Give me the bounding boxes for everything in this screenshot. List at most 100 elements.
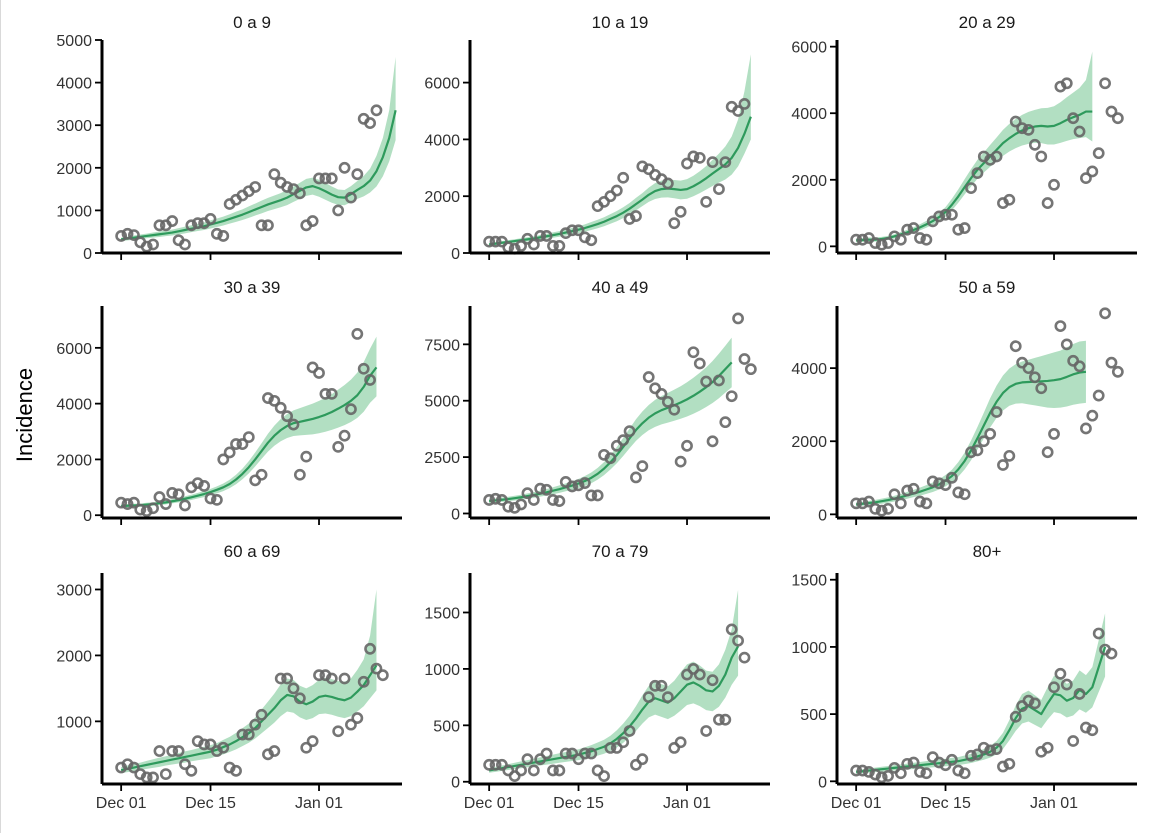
observed-point: [502, 500, 515, 513]
observed-point: [521, 753, 534, 766]
observed-point: [636, 160, 649, 173]
observed-point: [585, 234, 598, 247]
facet-panel: 80+ 0 500 1000 1500 Dec 01 Dec 15 Jan 01: [791, 542, 1137, 812]
observed-point: [249, 718, 262, 731]
observed-point: [687, 346, 700, 359]
observed-point: [351, 168, 364, 181]
observed-point: [591, 764, 604, 777]
observed-point: [319, 172, 332, 185]
observed-point: [907, 756, 920, 769]
y-tick-label: 2000: [56, 648, 92, 665]
facet-title: 50 a 59: [959, 278, 1016, 297]
observed-point: [287, 682, 300, 695]
observed-point: [997, 760, 1009, 773]
observed-point: [1009, 710, 1022, 723]
y-tick-label: 3000: [56, 582, 92, 599]
observed-point: [287, 418, 300, 431]
observed-point: [236, 438, 249, 450]
observed-point: [655, 679, 668, 692]
observed-point: [630, 210, 642, 222]
observed-point: [920, 497, 933, 510]
observed-point: [185, 219, 198, 232]
observed-point: [636, 753, 649, 766]
observed-point: [1035, 150, 1048, 163]
observed-point: [293, 692, 306, 705]
facet-panel: 60 a 69 1000 2000 3000 Dec 01 Dec 15 Jan 01: [56, 542, 402, 812]
observed-point: [566, 224, 579, 237]
observed-point: [1099, 77, 1111, 90]
observed-point: [901, 757, 914, 770]
observed-point: [534, 230, 547, 242]
observed-point: [668, 217, 681, 230]
observed-point: [939, 479, 952, 492]
observed-point: [706, 674, 719, 687]
observed-point: [515, 498, 527, 511]
observed-point: [255, 708, 268, 721]
observed-point: [1041, 197, 1054, 209]
observed-point: [661, 691, 674, 704]
observed-point: [623, 725, 636, 737]
observed-point: [958, 767, 971, 780]
y-tick-label: 500: [433, 718, 460, 735]
observed-point: [223, 446, 236, 459]
observed-point: [617, 434, 630, 447]
observed-point: [553, 239, 566, 252]
observed-point: [547, 494, 559, 506]
observed-point: [1099, 307, 1111, 320]
observed-point: [128, 229, 140, 242]
y-tick-label: 4000: [791, 361, 827, 378]
y-tick-label: 0: [818, 774, 827, 791]
observed-point: [971, 748, 984, 761]
observed-point: [997, 459, 1009, 471]
left-frame-border: [0, 0, 1, 833]
y-tick-label: 0: [451, 506, 460, 523]
observed-point: [521, 487, 534, 500]
fitted-line: [856, 646, 1107, 773]
observed-point: [249, 181, 262, 193]
observed-point: [1092, 627, 1105, 640]
observed-point: [1022, 362, 1035, 375]
fitted-line: [856, 110, 1093, 242]
observed-point: [642, 163, 655, 176]
observed-point: [630, 471, 642, 484]
observed-point: [725, 390, 738, 403]
observed-point: [1022, 123, 1035, 136]
observed-point: [204, 213, 217, 225]
facet-title: 80+: [973, 542, 1002, 561]
observed-point: [636, 460, 649, 473]
observed-point: [1086, 724, 1099, 737]
observed-point: [732, 634, 744, 647]
observed-point: [604, 190, 617, 203]
observed-point: [338, 429, 351, 442]
observed-point: [1022, 694, 1035, 707]
observed-point: [700, 195, 713, 208]
observed-point: [1073, 125, 1086, 138]
observed-point: [914, 232, 926, 244]
observed-point: [319, 387, 332, 400]
observed-point: [553, 764, 566, 777]
observed-point: [850, 497, 863, 510]
observed-point: [325, 387, 338, 400]
observed-point: [147, 238, 159, 251]
observed-point: [210, 493, 223, 506]
observed-point: [179, 758, 191, 771]
observed-point: [547, 764, 559, 777]
observed-point: [300, 450, 313, 463]
credible-interval-band: [856, 340, 1086, 507]
observed-point: [713, 713, 725, 726]
observed-point: [591, 489, 604, 502]
observed-point: [863, 766, 875, 778]
y-tick-label: 2000: [56, 161, 92, 178]
observed-point: [856, 233, 869, 246]
observed-point: [140, 505, 153, 517]
observed-point: [1003, 449, 1016, 462]
observed-point: [693, 668, 706, 681]
observed-point: [306, 735, 319, 748]
y-tick-label: 6000: [424, 76, 460, 93]
y-tick-label: 1000: [56, 203, 92, 220]
observed-point: [642, 691, 655, 704]
y-tick-label: 1000: [56, 714, 92, 731]
observed-point: [325, 672, 338, 685]
observed-point: [496, 494, 508, 506]
